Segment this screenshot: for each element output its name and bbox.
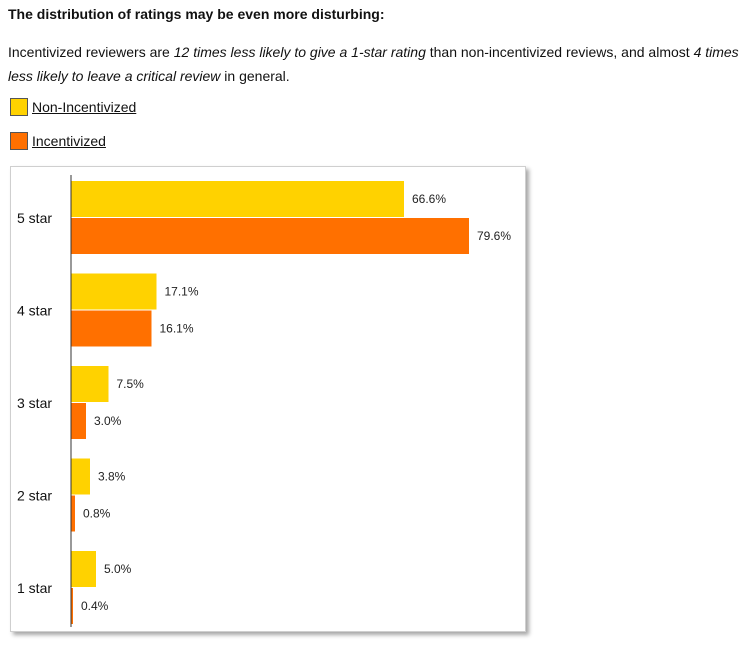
bar-incentivized-4-star bbox=[71, 310, 152, 347]
bar-incentivized-5-star bbox=[71, 218, 469, 254]
bar-non-incentivized-3-star bbox=[71, 366, 109, 402]
bar-incentivized-1-star bbox=[71, 588, 73, 624]
category-label-3-star: 3 star bbox=[17, 395, 52, 411]
data-label-non-incentivized-5-star: 66.6% bbox=[412, 192, 446, 206]
chart-container: 5 star 66.6% 79.6% 4 star 17.1% 16.1% 3 star 7.… bbox=[10, 166, 526, 632]
data-label-incentivized-5-star: 79.6% bbox=[477, 229, 511, 243]
data-label-incentivized-3-star: 3.0% bbox=[94, 414, 122, 428]
bar-incentivized-2-star bbox=[71, 495, 75, 532]
category-label-1-star: 1 star bbox=[17, 580, 52, 596]
data-label-non-incentivized-4-star: 17.1% bbox=[165, 285, 199, 299]
intro-text-2: than non-incentivized reviews, and almos… bbox=[425, 44, 694, 60]
bar-non-incentivized-2-star bbox=[71, 458, 90, 495]
bar-non-incentivized-4-star bbox=[71, 273, 157, 310]
legend-item-non-incentivized[interactable]: Non-Incentivized bbox=[10, 97, 136, 117]
data-label-non-incentivized-3-star: 7.5% bbox=[117, 377, 145, 391]
data-label-non-incentivized-2-star: 3.8% bbox=[98, 470, 126, 484]
intro-emphasis-1: 12 times less likely to give a 1-star ra… bbox=[173, 44, 426, 60]
intro-paragraph: Incentivized reviewers are 12 times less… bbox=[8, 40, 748, 88]
legend-label-non-incentivized[interactable]: Non-Incentivized bbox=[32, 99, 137, 115]
bar-non-incentivized-1-star bbox=[71, 551, 96, 587]
legend-label-incentivized[interactable]: Incentivized bbox=[32, 133, 106, 149]
bar-chart: 5 star 66.6% 79.6% 4 star 17.1% 16.1% 3 star 7.… bbox=[17, 175, 511, 627]
intro-text-3: in general. bbox=[220, 68, 290, 84]
legend-swatch-non-incentivized bbox=[10, 98, 28, 116]
data-label-incentivized-1-star: 0.4% bbox=[81, 599, 109, 613]
heading: The distribution of ratings may be even … bbox=[8, 6, 385, 22]
category-label-5-star: 5 star bbox=[17, 210, 52, 226]
intro-emphasis-2: 4 times less likely to leave a critical … bbox=[8, 44, 739, 84]
data-label-incentivized-4-star: 16.1% bbox=[160, 322, 194, 336]
data-label-incentivized-2-star: 0.8% bbox=[83, 507, 111, 521]
legend-swatch-incentivized bbox=[10, 132, 28, 150]
bar-non-incentivized-5-star bbox=[71, 181, 404, 217]
legend-item-incentivized[interactable]: Incentivized bbox=[10, 131, 106, 151]
bar-incentivized-3-star bbox=[71, 403, 86, 439]
category-label-4-star: 4 star bbox=[17, 303, 52, 319]
category-label-2-star: 2 star bbox=[17, 488, 52, 504]
intro-text-1: Incentivized reviewers are bbox=[8, 44, 174, 60]
data-label-non-incentivized-1-star: 5.0% bbox=[104, 562, 132, 576]
